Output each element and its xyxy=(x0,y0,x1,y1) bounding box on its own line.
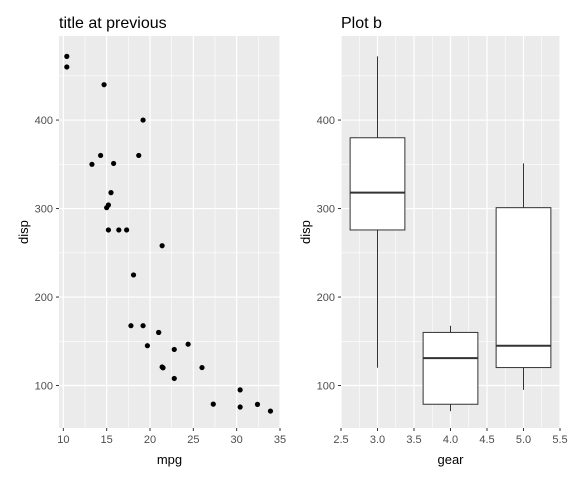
y-tick-label: 300 xyxy=(317,204,335,216)
y-tick-label: 100 xyxy=(35,381,53,393)
y-axis-label: disp xyxy=(16,220,31,244)
data-point xyxy=(89,161,95,167)
x-tick-label: 20 xyxy=(144,434,156,446)
y-tick-label: 400 xyxy=(317,115,335,127)
data-point xyxy=(128,323,134,329)
data-point xyxy=(171,375,177,382)
chart-title: Plot b xyxy=(341,15,382,32)
y-tick-label: 300 xyxy=(35,204,53,216)
plot-background xyxy=(59,36,280,428)
data-point xyxy=(140,323,146,329)
x-tick-label: 4.5 xyxy=(479,434,494,446)
data-point xyxy=(210,401,216,407)
x-tick-label: 30 xyxy=(231,434,243,446)
data-point xyxy=(105,227,111,233)
y-tick-label: 400 xyxy=(35,115,53,127)
chart-title: title at previous xyxy=(59,15,167,32)
data-point xyxy=(156,329,162,336)
data-point xyxy=(101,82,107,88)
data-point xyxy=(159,243,165,249)
y-tick-label: 100 xyxy=(317,381,335,393)
data-point xyxy=(237,387,243,393)
box-body xyxy=(422,331,479,405)
data-point xyxy=(98,152,104,159)
x-axis-label: mpg xyxy=(157,452,182,467)
x-tick-label: 25 xyxy=(187,434,199,446)
data-point xyxy=(159,364,165,370)
data-point xyxy=(171,346,177,353)
y-tick-label: 200 xyxy=(35,292,53,304)
panel-2: 2.5 3.0 3.5 4.0 4.5 5.0 5.5 100 200 300 400 Plot b g… xyxy=(298,15,568,467)
data-point xyxy=(64,53,70,59)
box-body xyxy=(349,137,406,231)
data-point xyxy=(104,205,110,211)
data-point xyxy=(237,404,243,410)
data-point xyxy=(144,343,150,349)
x-tick-label: 3.5 xyxy=(406,434,421,446)
x-tick-label: 5.5 xyxy=(552,434,567,446)
data-point xyxy=(111,160,117,167)
y-tick-label: 200 xyxy=(317,292,335,304)
x-tick-label: 15 xyxy=(101,434,113,446)
data-point xyxy=(199,364,205,371)
data-point xyxy=(140,117,146,123)
panel-1: 10 15 20 25 30 35 100 200 300 400 title at previou… xyxy=(16,15,286,467)
x-axis-label: gear xyxy=(437,452,464,467)
data-point xyxy=(185,341,191,347)
data-point xyxy=(254,401,261,407)
data-point xyxy=(116,227,122,233)
data-point xyxy=(64,64,70,70)
x-tick-label: 2.5 xyxy=(333,434,348,446)
box-body xyxy=(495,207,552,369)
data-point xyxy=(124,227,130,233)
data-point xyxy=(267,408,274,414)
data-point xyxy=(108,190,114,196)
x-tick-label: 4.0 xyxy=(443,434,458,446)
x-tick-label: 10 xyxy=(57,434,69,446)
x-tick-label: 3.0 xyxy=(370,434,385,446)
x-tick-label: 35 xyxy=(274,434,286,446)
data-point xyxy=(136,152,142,159)
data-point xyxy=(130,272,137,278)
y-axis-label: disp xyxy=(298,220,313,244)
x-tick-label: 5.0 xyxy=(516,434,531,446)
